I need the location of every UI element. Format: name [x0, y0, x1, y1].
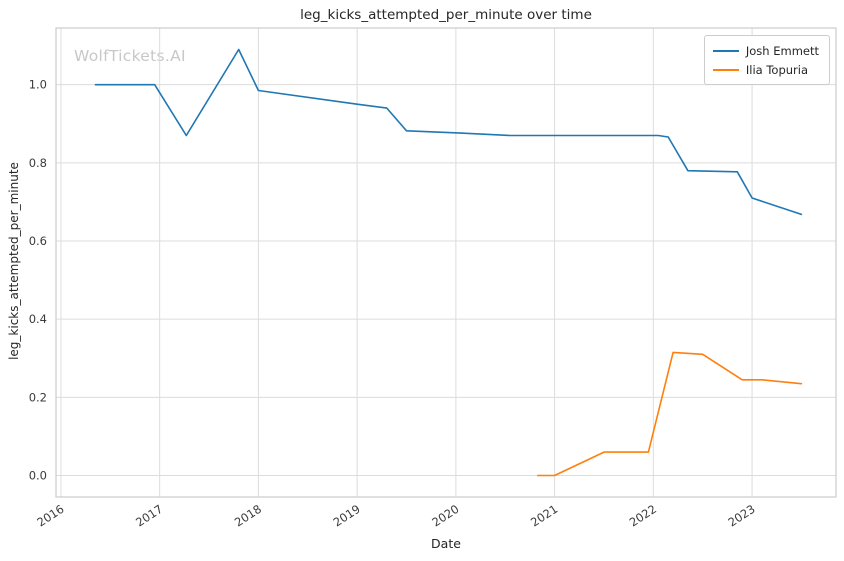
x-tick-label-2018: 2018 — [232, 502, 264, 530]
x-tick-label-2020: 2020 — [429, 502, 461, 530]
x-axis-label: Date — [431, 536, 461, 551]
legend-label-josh-emmett: Josh Emmett — [745, 43, 819, 58]
legend: Josh Emmett Ilia Topuria — [703, 35, 830, 85]
legend-line-sample-josh-emmett — [712, 49, 739, 52]
legend-item-josh-emmett: Josh Emmett — [712, 41, 819, 60]
plot-border — [55, 27, 837, 498]
watermark: WolfTickets.AI — [74, 47, 186, 65]
x-tick-label-2019: 2019 — [331, 502, 363, 530]
x-tick-label-2022: 2022 — [627, 502, 659, 530]
y-axis-label: leg_kicks_attempted_per_minute — [7, 162, 21, 360]
legend-label-ilia-topuria: Ilia Topuria — [745, 62, 809, 77]
series-line-josh-emmett — [94, 48, 803, 216]
y-tick-label-0.2: 0.2 — [29, 390, 47, 404]
y-tick-label-0.4: 0.4 — [29, 312, 47, 326]
x-tick-label-2021: 2021 — [528, 502, 560, 530]
x-tick-label-2017: 2017 — [133, 502, 165, 530]
legend-line-sample-ilia-topuria — [712, 68, 739, 71]
y-tick-label-0.0: 0.0 — [29, 469, 47, 483]
x-tick-label-2023: 2023 — [726, 502, 758, 530]
y-tick-label-0.6: 0.6 — [29, 234, 47, 248]
y-tick-label-0.8: 0.8 — [29, 156, 47, 170]
y-tick-label-1.0: 1.0 — [29, 78, 47, 92]
legend-item-ilia-topuria: Ilia Topuria — [712, 60, 819, 79]
x-tick-label-2016: 2016 — [34, 502, 66, 530]
chart-title: leg_kicks_attempted_per_minute over time — [300, 7, 592, 23]
series-line-ilia-topuria — [536, 351, 803, 477]
